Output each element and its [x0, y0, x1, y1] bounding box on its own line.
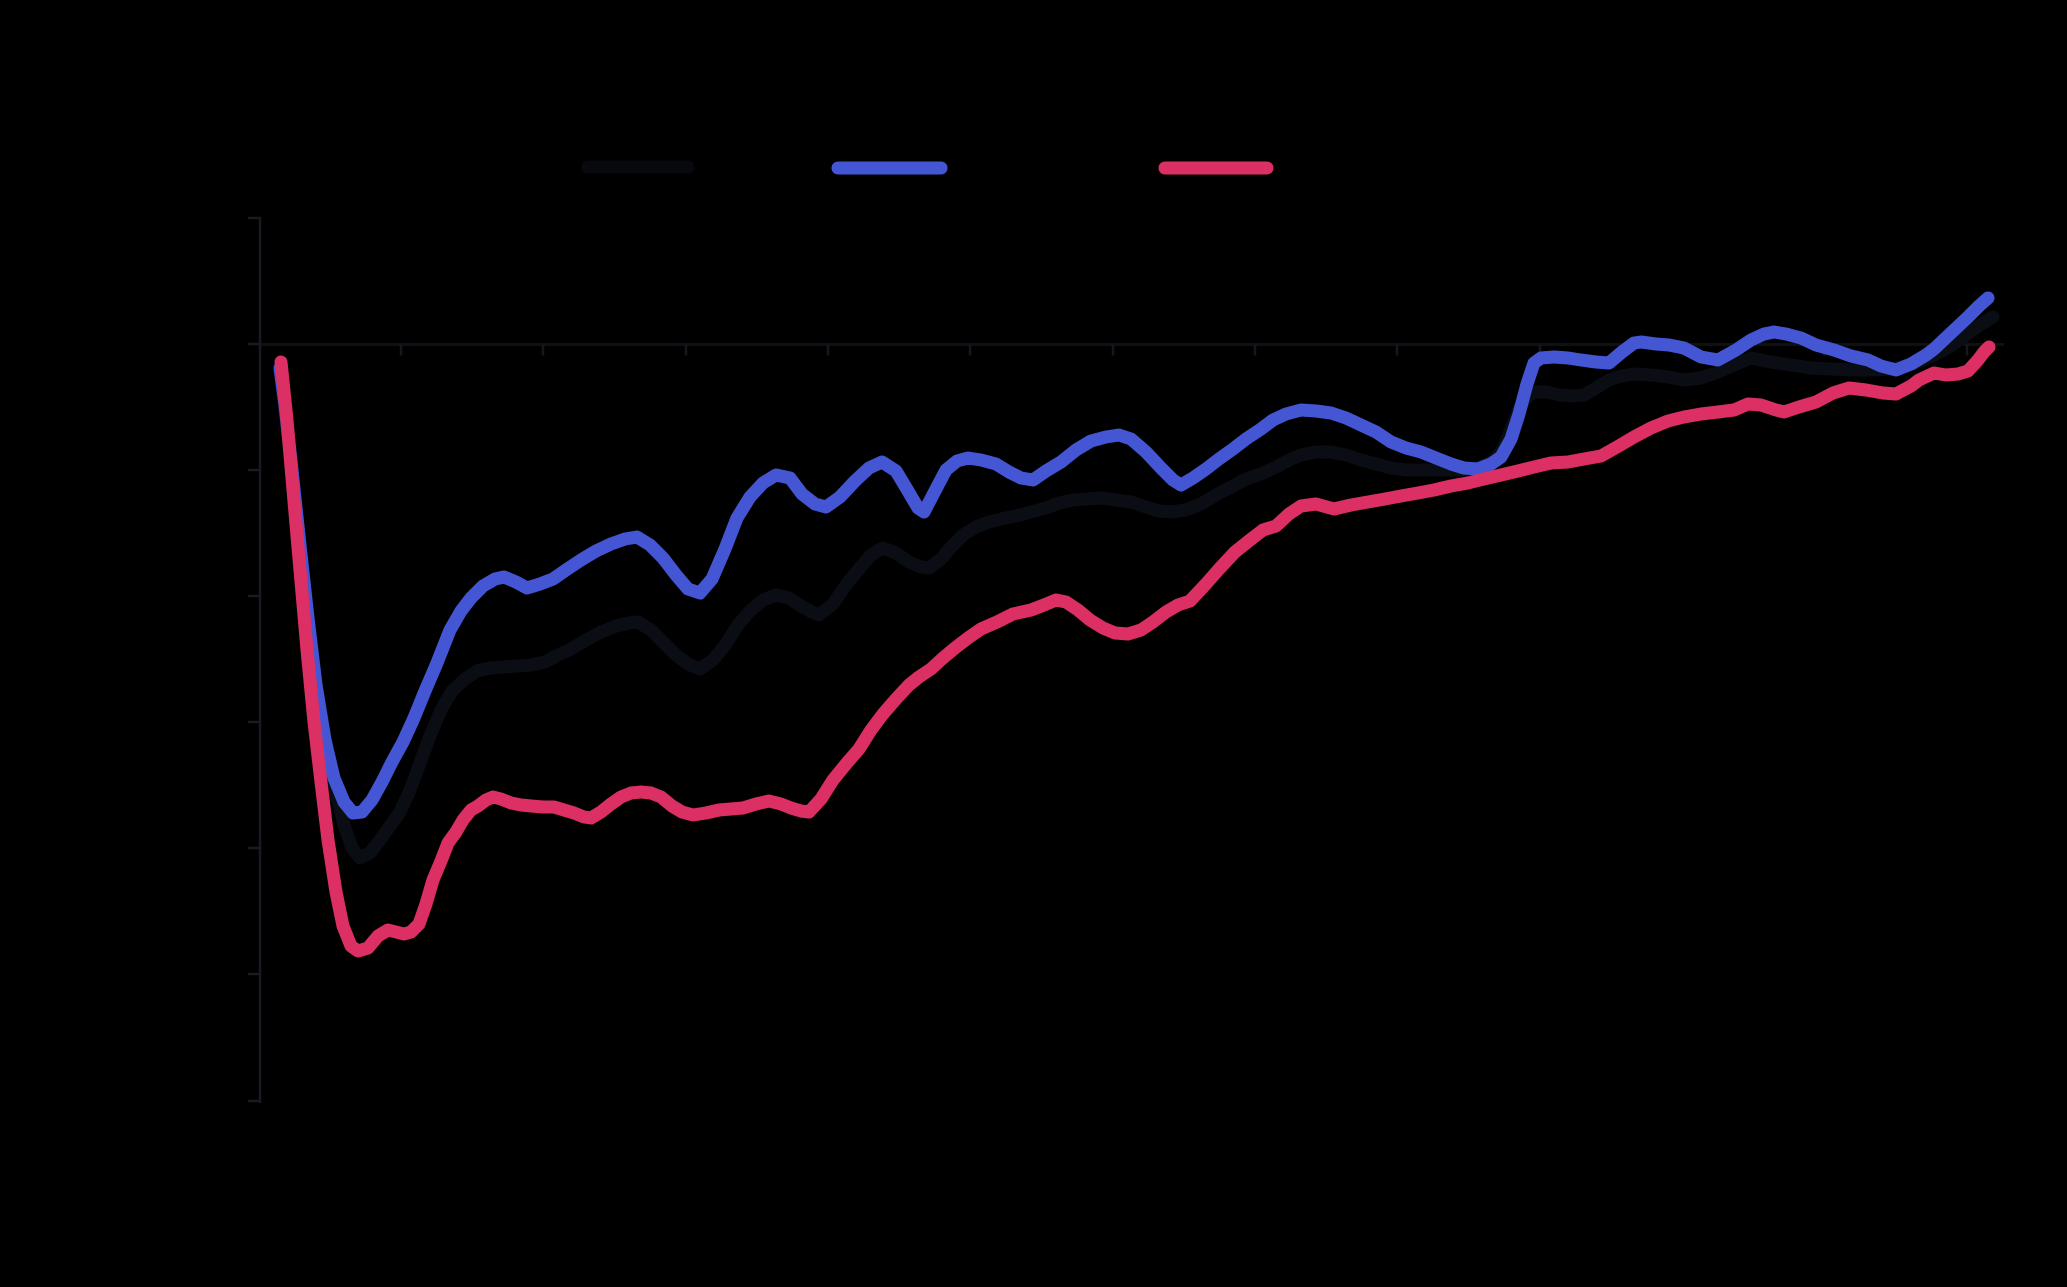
y-axis: [248, 216, 262, 1103]
series-1-dark-line: [273, 310, 2000, 865]
legend: [581, 160, 1274, 175]
series-3-pink-line: [274, 340, 1996, 958]
series-group: [273, 291, 2000, 958]
series-2-blue-line: [273, 291, 1995, 820]
